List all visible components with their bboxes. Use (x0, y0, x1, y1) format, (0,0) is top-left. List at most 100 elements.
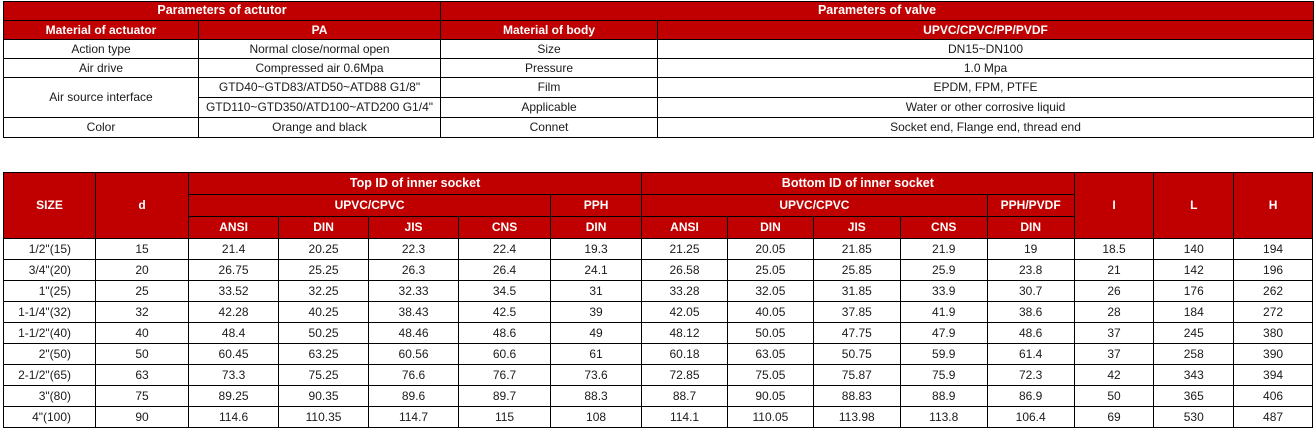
cell-bottom-pph-din: 106.4 (986, 406, 1075, 428)
cell-h: 390 (1233, 343, 1313, 365)
header-top-id-group: Top ID of inner socket (188, 172, 643, 195)
actuator-value: GTD110~GTD350/ATD100~ATD200 G1/4" (198, 97, 441, 118)
table-row: 1/2"(15) 15 21.4 20.25 22.3 22.4 19.3 21.25 20.0… (2, 238, 1313, 260)
cell-size: 1"(25) (2, 280, 97, 302)
dimensions-table: SIZE d Top ID of inner socket Bottom ID … (2, 172, 1313, 428)
group-header-actuator: Parameters of actutor (3, 1, 441, 21)
cell-bottom-jis: 21.85 (812, 238, 901, 260)
cell-top-ansi: 89.25 (188, 385, 280, 407)
group-header-valve: Parameters of valve (439, 1, 1315, 21)
sub-header-material-of-body: Material of body (440, 20, 658, 40)
cell-bottom-cns: 75.9 (899, 364, 988, 386)
cell-h: 487 (1233, 406, 1313, 428)
cell-top-ansi: 114.6 (188, 406, 280, 428)
cell-h: 380 (1233, 322, 1313, 344)
body-label: Applicable (440, 97, 658, 118)
table-header-row-3: ANSI DIN JIS CNS DIN ANSI DIN JIS CNS DI… (4, 216, 1313, 239)
cell-top-din: 50.25 (278, 322, 370, 344)
cell-l: 176 (1153, 280, 1235, 302)
cell-bottom-cns: 25.9 (899, 259, 988, 281)
header-bottom-cns: CNS (899, 216, 988, 239)
body-value: Socket end, Flange end, thread end (656, 117, 1315, 138)
table-row-group-header: Parameters of actutor Parameters of valv… (3, 1, 1315, 21)
table-row: 2"(50) 50 60.45 63.25 60.56 60.6 61 60.18 63.05 5… (2, 343, 1313, 365)
cell-top-pph-din: 24.1 (550, 259, 643, 281)
header-bottom-jis: JIS (812, 216, 901, 239)
cell-top-jis: 114.7 (368, 406, 460, 428)
sub-header-valve-material: UPVC/CPVC/PP/PVDF (656, 20, 1315, 40)
cell-bottom-din: 90.05 (726, 385, 814, 407)
cell-d: 25 (95, 280, 190, 302)
cell-bottom-cns: 21.9 (899, 238, 988, 260)
cell-bottom-jis: 25.85 (812, 259, 901, 281)
body-value: Water or other corrosive liquid (656, 97, 1315, 118)
header-bottom-din: DIN (726, 216, 814, 239)
actuator-label: Air drive (3, 58, 199, 78)
cell-top-din: 90.35 (278, 385, 370, 407)
cell-top-din: 110.35 (278, 406, 370, 428)
cell-bottom-pph-din: 72.3 (986, 364, 1075, 386)
table-row: Air drive Compressed air 0.6Mpa Pressure… (3, 58, 1315, 78)
cell-top-pph-din: 19.3 (550, 238, 643, 260)
cell-l: 245 (1153, 322, 1235, 344)
cell-top-cns: 26.4 (458, 259, 552, 281)
cell-top-din: 20.25 (278, 238, 370, 260)
cell-top-cns: 89.7 (458, 385, 552, 407)
cell-top-jis: 48.46 (368, 322, 460, 344)
header-top-upvc-cpvc: UPVC/CPVC (188, 194, 552, 217)
cell-top-cns: 76.7 (458, 364, 552, 386)
cell-i: 26 (1073, 280, 1155, 302)
cell-l: 140 (1153, 238, 1235, 260)
cell-top-jis: 22.3 (368, 238, 460, 260)
header-bottom-pph-pvdf: PPH/PVDF (986, 194, 1075, 217)
cell-bottom-ansi: 72.85 (641, 364, 728, 386)
header-h: H (1233, 172, 1313, 239)
parameters-table: Parameters of actutor Parameters of valv… (3, 1, 1315, 138)
cell-top-jis: 26.3 (368, 259, 460, 281)
header-top-din: DIN (278, 216, 370, 239)
cell-h: 394 (1233, 364, 1313, 386)
cell-top-ansi: 48.4 (188, 322, 280, 344)
cell-l: 142 (1153, 259, 1235, 281)
body-value: 1.0 Mpa (656, 58, 1315, 78)
body-label: Film (440, 77, 658, 98)
cell-bottom-pph-din: 19 (986, 238, 1075, 260)
table-row: 1-1/2"(40) 40 48.4 50.25 48.46 48.6 49 48.12 50.… (2, 322, 1313, 344)
cell-size: 3"(80) (2, 385, 97, 407)
table-header-row-1: SIZE d Top ID of inner socket Bottom ID … (2, 172, 1313, 239)
cell-l: 365 (1153, 385, 1235, 407)
cell-h: 272 (1233, 301, 1313, 323)
cell-bottom-pph-din: 23.8 (986, 259, 1075, 281)
table-row-sub-header: Material of actuator PA Material of body… (3, 20, 1315, 40)
sub-header-pa: PA (198, 20, 441, 40)
cell-bottom-din: 75.05 (726, 364, 814, 386)
cell-bottom-ansi: 88.7 (641, 385, 728, 407)
table-row: GTD110~GTD350/ATD100~ATD200 G1/4" Applic… (4, 97, 1315, 118)
cell-bottom-pph-din: 86.9 (986, 385, 1075, 407)
actuator-label: Color (3, 117, 199, 138)
header-l: L (1153, 172, 1235, 239)
cell-bottom-pph-din: 48.6 (986, 322, 1075, 344)
sub-header-material-of-actuator: Material of actuator (3, 20, 199, 40)
cell-bottom-din: 32.05 (726, 280, 814, 302)
cell-top-jis: 89.6 (368, 385, 460, 407)
body-label: Size (440, 39, 658, 59)
cell-top-pph-din: 108 (550, 406, 643, 428)
header-i: I (1073, 172, 1155, 239)
cell-size: 3/4"(20) (2, 259, 97, 281)
cell-bottom-jis: 50.75 (812, 343, 901, 365)
cell-bottom-jis: 37.85 (812, 301, 901, 323)
cell-bottom-jis: 31.85 (812, 280, 901, 302)
cell-bottom-pph-din: 38.6 (986, 301, 1075, 323)
cell-bottom-pph-din: 30.7 (986, 280, 1075, 302)
cell-bottom-ansi: 48.12 (641, 322, 728, 344)
cell-bottom-ansi: 26.58 (641, 259, 728, 281)
cell-l: 258 (1153, 343, 1235, 365)
cell-h: 194 (1233, 238, 1313, 260)
cell-size: 4"(100) (2, 406, 97, 428)
cell-top-ansi: 42.28 (188, 301, 280, 323)
table-row: 3"(80) 75 89.25 90.35 89.6 89.7 88.3 88.7 90.05 8… (2, 385, 1313, 407)
table-row: 2-1/2"(65) 63 73.3 75.25 76.6 76.7 73.6 72.85 75… (2, 364, 1313, 386)
cell-bottom-din: 25.05 (726, 259, 814, 281)
cell-bottom-din: 20.05 (726, 238, 814, 260)
